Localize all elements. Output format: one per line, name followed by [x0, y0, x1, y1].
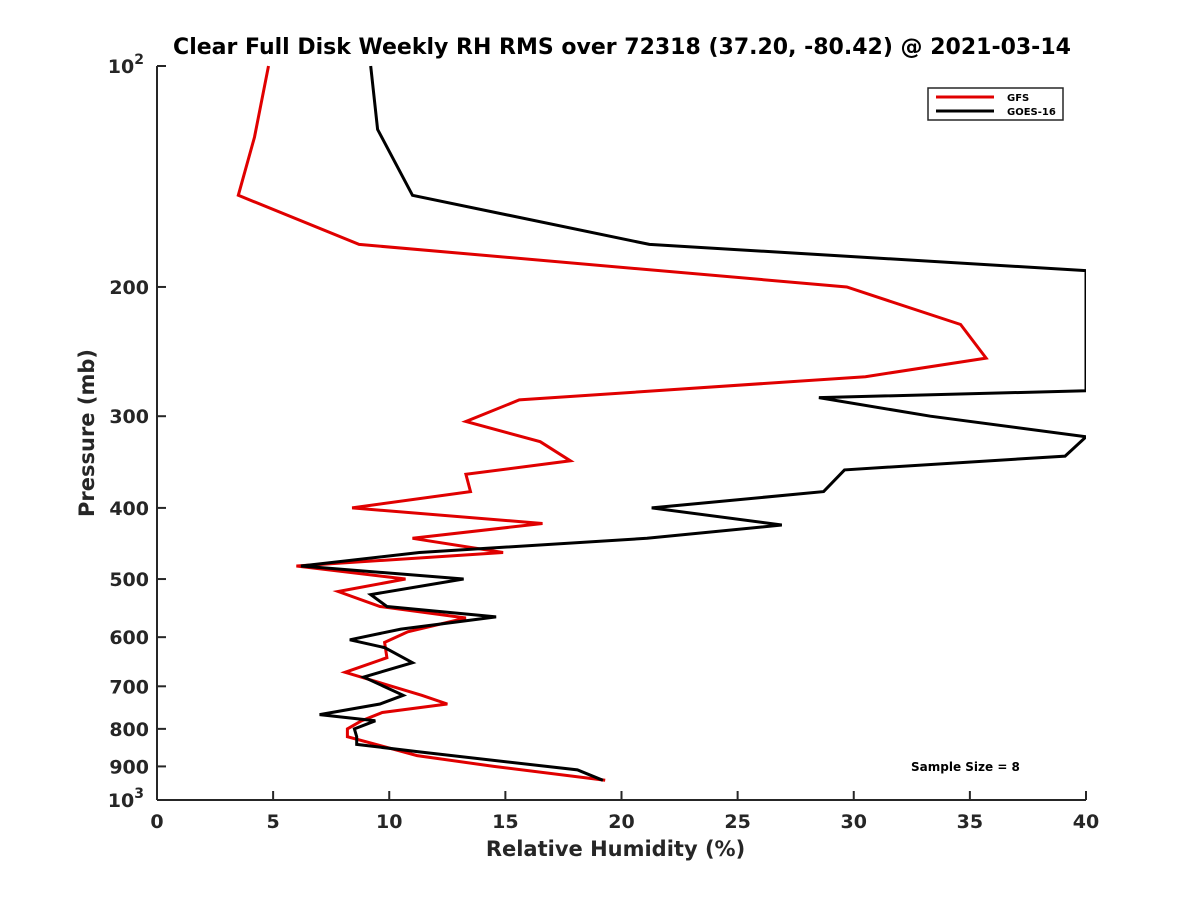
x-tick-label: 0: [150, 811, 163, 833]
y-tick-label: 200: [109, 277, 149, 299]
y-tick-label: 400: [109, 498, 149, 520]
y-axis-label: Pressure (mb): [75, 349, 99, 517]
y-tick-exponent: 2: [134, 52, 144, 68]
y-tick-exponent: 3: [134, 786, 144, 802]
series-line-goes-16: [300, 65, 1086, 782]
x-tick-label: 40: [1073, 811, 1099, 833]
legend-label: GFS: [1007, 93, 1029, 104]
y-tick-base: 600: [109, 627, 149, 649]
x-tick-label: 35: [957, 811, 983, 833]
legend-box: [927, 87, 1064, 121]
legend: GFS GOES-16: [927, 87, 1064, 121]
series-line-gfs: [236, 65, 989, 782]
y-tick-label: 700: [109, 676, 149, 698]
y-tick-label: 600: [109, 627, 149, 649]
plot-area: [236, 65, 1086, 782]
x-tick-label: 25: [724, 811, 750, 833]
x-tick-label: 20: [608, 811, 634, 833]
y-tick-base: 300: [109, 406, 149, 428]
y-tick-base: 10: [108, 56, 134, 78]
y-tick-base: 200: [109, 277, 149, 299]
y-tick-base: 900: [109, 756, 149, 778]
axes: 0 5 10 15 20 25 30 35 40102200300400500600700800…: [108, 52, 1099, 833]
y-tick-base: 700: [109, 676, 149, 698]
y-tick-base: 10: [108, 790, 134, 812]
y-tick-label: 102: [108, 52, 144, 78]
chart-title: Clear Full Disk Weekly RH RMS over 72318…: [173, 35, 1071, 60]
legend-label: GOES-16: [1007, 107, 1056, 118]
x-tick-label: 10: [376, 811, 402, 833]
y-tick-label: 500: [109, 569, 149, 591]
sample-size-annotation: Sample Size = 8: [911, 760, 1020, 774]
y-tick-label: 900: [109, 756, 149, 778]
x-axis-label: Relative Humidity (%): [486, 837, 745, 861]
y-tick-base: 800: [109, 719, 149, 741]
y-tick-base: 500: [109, 569, 149, 591]
y-tick-label: 300: [109, 406, 149, 428]
x-tick-label: 15: [492, 811, 518, 833]
x-tick-label: 30: [841, 811, 867, 833]
y-tick-label: 103: [108, 786, 144, 812]
x-tick-label: 5: [267, 811, 280, 833]
y-tick-base: 400: [109, 498, 149, 520]
y-tick-label: 800: [109, 719, 149, 741]
